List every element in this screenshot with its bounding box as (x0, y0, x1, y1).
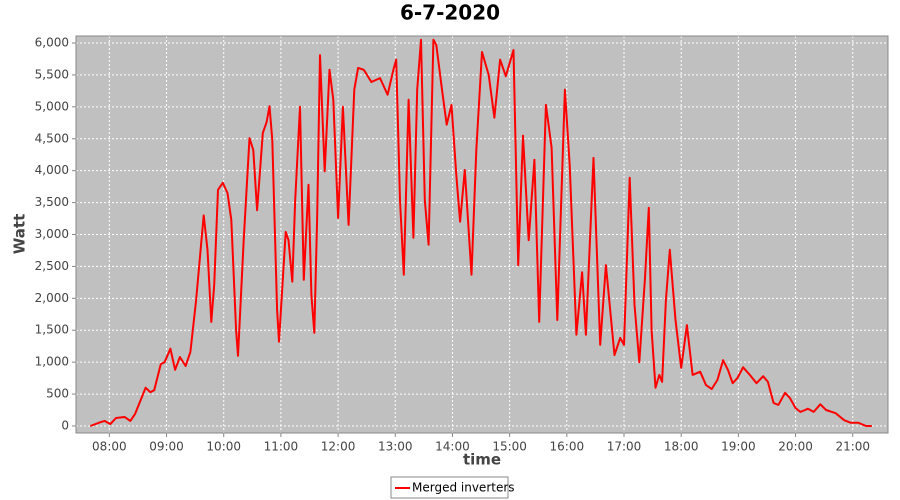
x-tick-label: 08:00 (92, 440, 127, 454)
y-tick-label: 6,000 (35, 36, 69, 50)
x-tick-label: 11:00 (264, 440, 299, 454)
y-tick-label: 3,500 (35, 195, 69, 209)
x-tick-label: 10:00 (206, 440, 241, 454)
y-tick-label: 1,000 (35, 355, 69, 369)
x-axis-label: time (463, 451, 501, 469)
y-tick-label: 4,000 (35, 163, 69, 177)
y-tick-label: 0 (61, 418, 69, 432)
y-tick-label: 2,500 (35, 259, 69, 273)
x-tick-label: 15:00 (492, 440, 527, 454)
y-tick-label: 5,500 (35, 67, 69, 81)
y-tick-label: 3,000 (35, 227, 69, 241)
y-tick-label: 2,000 (35, 291, 69, 305)
y-tick-label: 1,500 (35, 323, 69, 337)
legend-label: Merged inverters (412, 481, 515, 495)
y-tick-label: 500 (46, 387, 69, 401)
x-tick-label: 14:00 (435, 440, 470, 454)
y-tick-label: 5,000 (35, 99, 69, 113)
x-tick-label: 12:00 (321, 440, 356, 454)
y-tick-label: 4,500 (35, 131, 69, 145)
x-tick-label: 16:00 (550, 440, 585, 454)
y-axis-label: Watt (11, 214, 29, 254)
x-tick-label: 19:00 (721, 440, 756, 454)
x-tick-label: 18:00 (664, 440, 699, 454)
x-tick-label: 13:00 (378, 440, 413, 454)
x-tick-label: 20:00 (778, 440, 813, 454)
x-tick-label: 09:00 (149, 440, 184, 454)
plot-border (75, 35, 889, 434)
data-line (89, 38, 872, 427)
x-tick-label: 17:00 (607, 440, 642, 454)
chart-title: 6-7-2020 (400, 1, 500, 25)
x-tick-label: 21:00 (835, 440, 870, 454)
legend (390, 476, 509, 499)
